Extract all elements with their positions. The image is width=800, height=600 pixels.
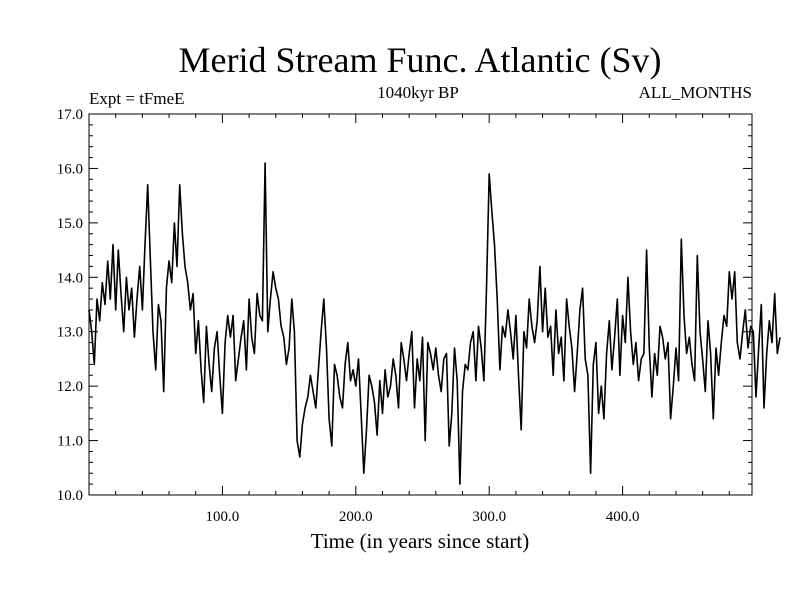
period-label: 1040kyr BP xyxy=(377,83,459,102)
y-tick-label: 13.0 xyxy=(57,325,83,341)
series-line xyxy=(88,162,781,485)
x-tick-label: 100.0 xyxy=(206,509,240,525)
y-tick-label: 12.0 xyxy=(57,379,83,395)
y-tick-label: 10.0 xyxy=(57,488,83,504)
chart-title: Merid Stream Func. Atlantic (Sv) xyxy=(179,40,662,80)
y-tick-label: 14.0 xyxy=(57,270,83,286)
x-tick-label: 300.0 xyxy=(472,509,506,525)
x-tick-label: 400.0 xyxy=(606,509,640,525)
x-axis-label: Time (in years since start) xyxy=(311,529,530,553)
months-label: ALL_MONTHS xyxy=(639,83,752,102)
plot-frame xyxy=(88,113,753,496)
y-tick-label: 17.0 xyxy=(57,107,83,123)
plot-area: 10.0 11.0 12.0 13.0 14.0 15.0 16.0 17.0 100.0 200… xyxy=(57,107,781,525)
y-tick-label: 15.0 xyxy=(57,216,83,232)
y-tick-label: 11.0 xyxy=(57,434,83,450)
x-tick-label: 200.0 xyxy=(339,509,373,525)
experiment-label: Expt = tFmeE xyxy=(89,89,185,108)
y-tick-label: 16.0 xyxy=(57,161,83,177)
